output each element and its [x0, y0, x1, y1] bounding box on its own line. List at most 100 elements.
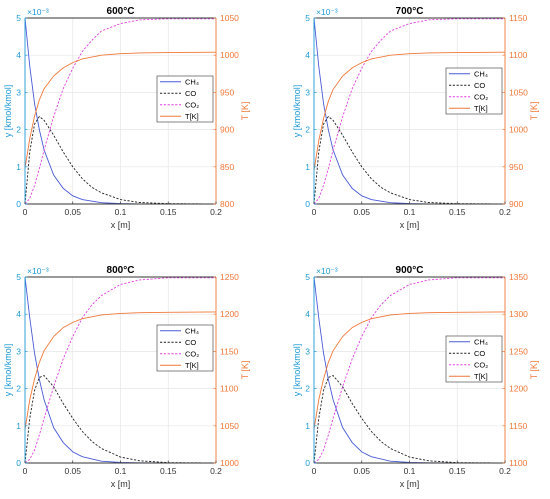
y2-tick-label: 800 [220, 199, 234, 209]
legend-label: CO₂ [474, 360, 488, 369]
x-tick-label: 0 [23, 207, 28, 217]
legend-label: CO₂ [185, 349, 199, 358]
y-exponent-label: ×10⁻³ [316, 266, 338, 276]
y2-tick-label: 1150 [509, 421, 528, 431]
series-line [24, 375, 217, 464]
legend-label: CH₄ [185, 326, 199, 335]
y-tick-label: 3 [16, 346, 21, 356]
y2-tick-label: 1000 [220, 50, 239, 60]
legend-label: CH₄ [474, 69, 488, 78]
y2-tick-label: 1150 [220, 346, 239, 356]
x-tick-label: 0.1 [404, 466, 416, 476]
y-tick-label: 0 [16, 458, 21, 468]
chart-panel-2: 0 0.05 0.1 0.15 0.2 0 1 2 3 4 5 900 950 1000 1050 1100 1… [292, 6, 539, 230]
legend-label: CH₄ [474, 337, 488, 346]
y-tick-label: 3 [305, 346, 310, 356]
series-line [313, 51, 506, 171]
x-tick-label: 0.15 [449, 466, 466, 476]
x-axis-label: x [m] [400, 479, 420, 489]
legend-box [156, 324, 214, 372]
x-axis-label: x [m] [111, 220, 131, 230]
y-tick-label: 4 [305, 50, 310, 60]
y-tick-label: 2 [305, 125, 310, 135]
y-tick-label: 2 [16, 125, 21, 135]
y2-axis-label: T [K] [240, 102, 250, 121]
y-tick-label: 5 [16, 13, 21, 23]
series-line [24, 277, 216, 464]
y2-tick-label: 1250 [509, 346, 528, 356]
y2-tick-label: 1200 [509, 384, 528, 394]
series-line [24, 115, 217, 205]
y-tick-label: 2 [16, 384, 21, 394]
series-line [313, 311, 506, 430]
y-exponent-label: ×10⁻³ [27, 266, 49, 276]
chart-title: 600°C [107, 6, 135, 17]
series-line [313, 375, 506, 464]
y-tick-label: 1 [16, 162, 21, 172]
series-line [313, 277, 505, 464]
y2-tick-label: 1350 [509, 272, 528, 282]
x-tick-label: 0.2 [499, 207, 511, 217]
y2-tick-label: 1100 [220, 384, 239, 394]
y-tick-label: 0 [16, 199, 21, 209]
legend: CH₄ CO CO₂ T[K] [156, 75, 214, 123]
x-tick-label: 0.1 [404, 207, 416, 217]
y-exponent-label: ×10⁻³ [316, 7, 338, 17]
y2-tick-label: 1100 [509, 458, 528, 468]
legend-label: CO [185, 338, 196, 347]
legend-box [445, 335, 503, 383]
y-tick-label: 1 [16, 421, 21, 431]
x-axis-label: x [m] [400, 220, 420, 230]
series-line [24, 311, 217, 430]
chart-panel-3: 0 0.05 0.1 0.15 0.2 0 1 2 3 4 5 1000 1050 1100 1150 120… [3, 265, 250, 489]
x-tick-label: 0.05 [353, 207, 370, 217]
y-tick-label: 1 [305, 421, 310, 431]
y-tick-label: 0 [305, 458, 310, 468]
x-tick-label: 0.05 [64, 207, 81, 217]
y2-axis-label: T [K] [529, 102, 539, 121]
legend: CH₄ CO CO₂ T[K] [445, 335, 503, 383]
y-axis-label: y [kmol/kmol] [292, 85, 302, 138]
legend-label: CO₂ [474, 92, 488, 101]
x-tick-label: 0.15 [160, 207, 177, 217]
y-tick-label: 1 [305, 162, 310, 172]
y2-tick-label: 1300 [509, 309, 528, 319]
legend: CH₄ CO CO₂ T[K] [445, 67, 503, 115]
y2-tick-label: 1250 [220, 272, 239, 282]
y-axis-label: y [kmol/kmol] [292, 344, 302, 397]
x-tick-label: 0 [312, 466, 317, 476]
x-tick-label: 0.05 [64, 466, 81, 476]
y2-tick-label: 1050 [509, 87, 528, 97]
x-tick-label: 0.15 [160, 466, 177, 476]
y2-tick-label: 1100 [509, 50, 528, 60]
chart-title: 700°C [396, 6, 424, 17]
x-axis-label: x [m] [111, 479, 131, 489]
series-line [24, 18, 216, 205]
y2-tick-label: 1000 [220, 458, 239, 468]
chart-panel-1: 0 0.05 0.1 0.15 0.2 0 1 2 3 4 5 800 850 900 950 1000 105… [3, 6, 250, 230]
legend-label: T[K] [185, 361, 199, 370]
y-tick-label: 0 [305, 199, 310, 209]
y-tick-label: 2 [305, 384, 310, 394]
y-axis-label: y [kmol/kmol] [3, 85, 13, 138]
y-axis-label: y [kmol/kmol] [3, 344, 13, 397]
chart-title: 900°C [396, 265, 424, 276]
x-tick-label: 0.1 [115, 466, 127, 476]
y-tick-label: 3 [305, 87, 310, 97]
series-line [313, 115, 506, 205]
y2-tick-label: 950 [220, 87, 234, 97]
legend: CH₄ CO CO₂ T[K] [156, 324, 214, 372]
x-tick-label: 0.2 [499, 466, 511, 476]
chart-panel-4: 0 0.05 0.1 0.15 0.2 0 1 2 3 4 5 1100 1150 1200 1250 130… [292, 265, 539, 489]
x-tick-label: 0.2 [210, 207, 222, 217]
legend-label: CO [474, 81, 485, 90]
y2-tick-label: 1000 [509, 125, 528, 135]
y2-tick-label: 1050 [220, 13, 239, 23]
legend-label: T[K] [474, 372, 488, 381]
y2-tick-label: 950 [509, 162, 523, 172]
y-exponent-label: ×10⁻³ [27, 7, 49, 17]
series-line [313, 18, 505, 205]
series-line [24, 51, 217, 169]
y2-tick-label: 1050 [220, 421, 239, 431]
